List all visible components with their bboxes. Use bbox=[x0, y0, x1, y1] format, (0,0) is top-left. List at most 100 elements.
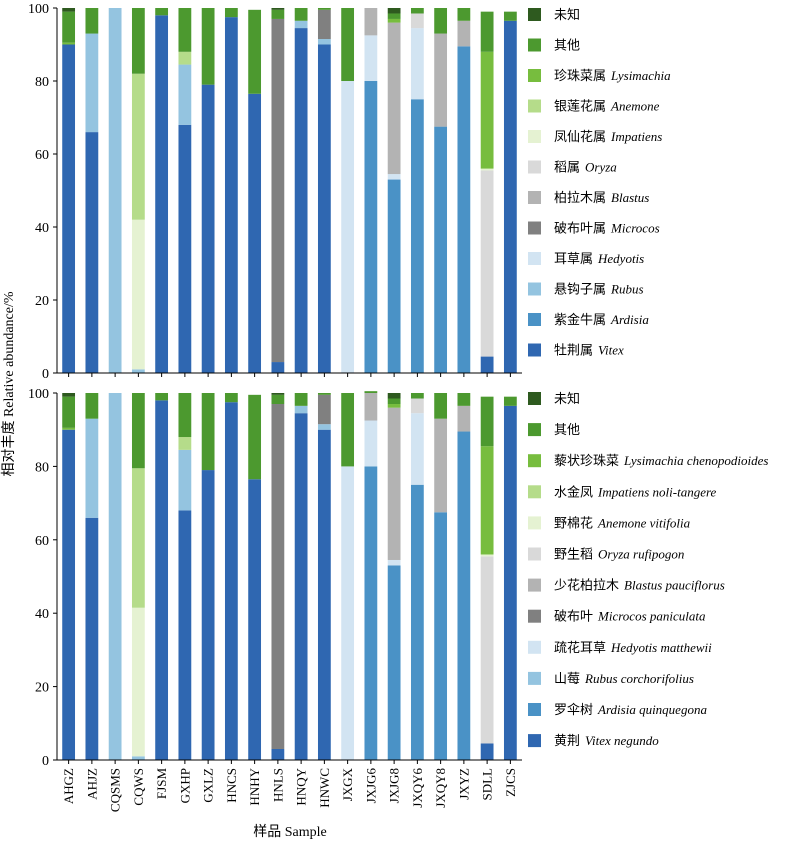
bar-segment-AHGZ-series-0 bbox=[62, 430, 75, 760]
y-tick-label: 80 bbox=[35, 460, 49, 475]
legend-label: 未知 bbox=[554, 7, 580, 22]
legend-swatch bbox=[528, 313, 541, 326]
bar-segment-CQWS-series-8 bbox=[132, 468, 145, 607]
legend-label-cn: 罗伞树 bbox=[554, 702, 593, 717]
bar-segment-JXQY8-series-10 bbox=[434, 393, 447, 419]
bar-segment-GXLZ-series-0 bbox=[202, 85, 215, 373]
bar-segment-JXQY6-series-3 bbox=[411, 28, 424, 99]
bar-segment-JXJG8-series-9 bbox=[388, 19, 401, 23]
chart-svg: 020406080100 未知其他珍珠菜属 Lysimachia银莲花属 Anemon… bbox=[0, 0, 800, 844]
bar-segment-HNLS-series-10 bbox=[271, 10, 284, 19]
legend-item: 耳草属 Hedyotis bbox=[528, 251, 644, 266]
bar-segment-HNWC-series-0 bbox=[318, 430, 331, 760]
legend-label-cn: 凤仙花属 bbox=[554, 129, 606, 144]
x-tick-label: ZJCS bbox=[503, 768, 518, 797]
bar-segment-JXJG6-series-1 bbox=[364, 466, 377, 760]
bar-segment-AHGZ-series-9 bbox=[62, 43, 75, 45]
legend-item: 其他 bbox=[528, 422, 580, 437]
bar-segment-JXJG8-series-3 bbox=[388, 174, 401, 179]
legend-label-cn: 悬钩子属 bbox=[554, 282, 606, 297]
legend-label-latin: Ardisia bbox=[610, 312, 649, 327]
legend-label-latin: Oryza bbox=[585, 160, 617, 175]
bar-segment-JXYZ-series-1 bbox=[457, 46, 470, 373]
x-tick-label: AHJZ bbox=[84, 768, 99, 800]
bar-segment-HNHY-series-0 bbox=[248, 94, 261, 373]
legend-swatch bbox=[528, 454, 541, 467]
y-tick-label: 100 bbox=[28, 2, 49, 17]
bar-segment-JXYZ-series-10 bbox=[457, 393, 470, 406]
bar-segment-SDLL-series-10 bbox=[481, 12, 494, 52]
legend-label-cn: 牡荆属 bbox=[554, 343, 593, 358]
bar-segment-HNLS-series-4 bbox=[271, 19, 284, 362]
bar-segment-JXJG8-series-1 bbox=[388, 565, 401, 760]
bar-segment-AHJZ-series-2 bbox=[85, 34, 98, 133]
bar-segment-JXQY8-series-5 bbox=[434, 419, 447, 513]
legend-label-latin: Anemone bbox=[610, 99, 660, 114]
legend-swatch bbox=[528, 252, 541, 265]
bar-segment-JXJG8-series-3 bbox=[388, 560, 401, 566]
bar-segment-CQWS-series-8 bbox=[132, 74, 145, 220]
legend-swatch bbox=[528, 579, 541, 592]
bar-segment-FJSM-series-0 bbox=[155, 15, 168, 373]
bar-segment-HNHY-series-10 bbox=[248, 395, 261, 479]
legend-label: 藜状珍珠菜 Lysimachia chenopodioides bbox=[554, 453, 768, 468]
legend-label-latin: Hedyotis matthewii bbox=[610, 640, 712, 655]
legend-label-latin: Ardisia quinquegona bbox=[597, 702, 707, 717]
bar-segment-SDLL-series-7 bbox=[481, 169, 494, 171]
x-tick-label: JXGX bbox=[340, 767, 355, 801]
x-tick-label: JXQY6 bbox=[410, 768, 425, 808]
bar-segment-CQSMS-series-2 bbox=[109, 393, 122, 760]
legend-label: 未知 bbox=[554, 391, 580, 406]
legend-label: 罗伞树 Ardisia quinquegona bbox=[554, 702, 707, 717]
bar-segment-AHJZ-series-10 bbox=[85, 393, 98, 419]
x-tick-label: JXJG8 bbox=[387, 768, 402, 803]
legend-label: 少花柏拉木 Blastus pauciflorus bbox=[554, 578, 725, 593]
legend-label: 珍珠菜属 Lysimachia bbox=[554, 68, 671, 83]
bar-segment-JXYZ-series-5 bbox=[457, 21, 470, 47]
legend-label: 破布叶 Microcos paniculata bbox=[554, 609, 706, 624]
bar-segment-HNWC-series-0 bbox=[318, 45, 331, 374]
bar-segment-JXQY6-series-6 bbox=[411, 399, 424, 414]
bar-segment-SDLL-series-6 bbox=[481, 556, 494, 743]
y-tick-label: 40 bbox=[35, 221, 49, 236]
legend-item: 柏拉木属 Blastus bbox=[528, 190, 649, 205]
legend-label-cn: 少花柏拉木 bbox=[554, 578, 619, 593]
legend-label-cn: 野生稻 bbox=[554, 547, 593, 562]
legend-swatch bbox=[528, 485, 541, 498]
x-axis-label: 样品 Sample bbox=[253, 824, 327, 840]
bar-segment-JXJG8-series-9 bbox=[388, 404, 401, 408]
legend-item: 山莓 Rubus corchorifolius bbox=[528, 671, 694, 686]
legend-swatch bbox=[528, 283, 541, 296]
legend-item: 藜状珍珠菜 Lysimachia chenopodioides bbox=[528, 453, 768, 468]
legend-swatch bbox=[528, 610, 541, 623]
legend-label-cn: 柏拉木属 bbox=[554, 190, 606, 205]
legend-label: 破布叶属 Microcos bbox=[554, 221, 660, 236]
bar-segment-JXJG6-series-5 bbox=[364, 8, 377, 35]
x-tick-label: GXHP bbox=[177, 768, 192, 803]
bar-segment-HNQY-series-0 bbox=[295, 28, 308, 373]
bar-segment-HNLS-series-11 bbox=[271, 8, 284, 10]
bar-segment-JXQY6-series-10 bbox=[411, 8, 424, 13]
bar-segment-GXHP-series-8 bbox=[178, 52, 191, 65]
legend-label-cn: 藜状珍珠菜 bbox=[554, 453, 619, 468]
x-tick-label: HNLS bbox=[270, 768, 285, 802]
legend-label: 疏花耳草 Hedyotis matthewii bbox=[554, 640, 712, 655]
y-tick-label: 60 bbox=[35, 148, 49, 163]
legend-label-latin: Lysimachia bbox=[610, 68, 671, 83]
bar-segment-HNLS-series-11 bbox=[271, 393, 284, 395]
bar-segment-JXJG8-series-11 bbox=[388, 393, 401, 399]
legend-label-cn: 破布叶属 bbox=[554, 221, 606, 236]
bar-segment-GXHP-series-10 bbox=[178, 8, 191, 52]
x-tick-label: AHGZ bbox=[61, 768, 76, 804]
x-tick-label: FJSM bbox=[154, 768, 169, 800]
bar-segment-SDLL-series-7 bbox=[481, 554, 494, 556]
legend-label: 其他 bbox=[554, 422, 580, 437]
bar-segment-JXJG6-series-3 bbox=[364, 421, 377, 467]
bar-segment-SDLL-series-0 bbox=[481, 743, 494, 760]
legend-label-cn: 其他 bbox=[554, 422, 580, 437]
y-axis-label: 相对丰度 Relative abundance/% bbox=[1, 291, 17, 476]
legend-label-latin: Anemone vitifolia bbox=[597, 515, 691, 530]
bar-segment-FJSM-series-10 bbox=[155, 393, 168, 400]
legend-label-cn: 稻属 bbox=[554, 160, 580, 175]
bar-segment-AHGZ-series-10 bbox=[62, 12, 75, 43]
